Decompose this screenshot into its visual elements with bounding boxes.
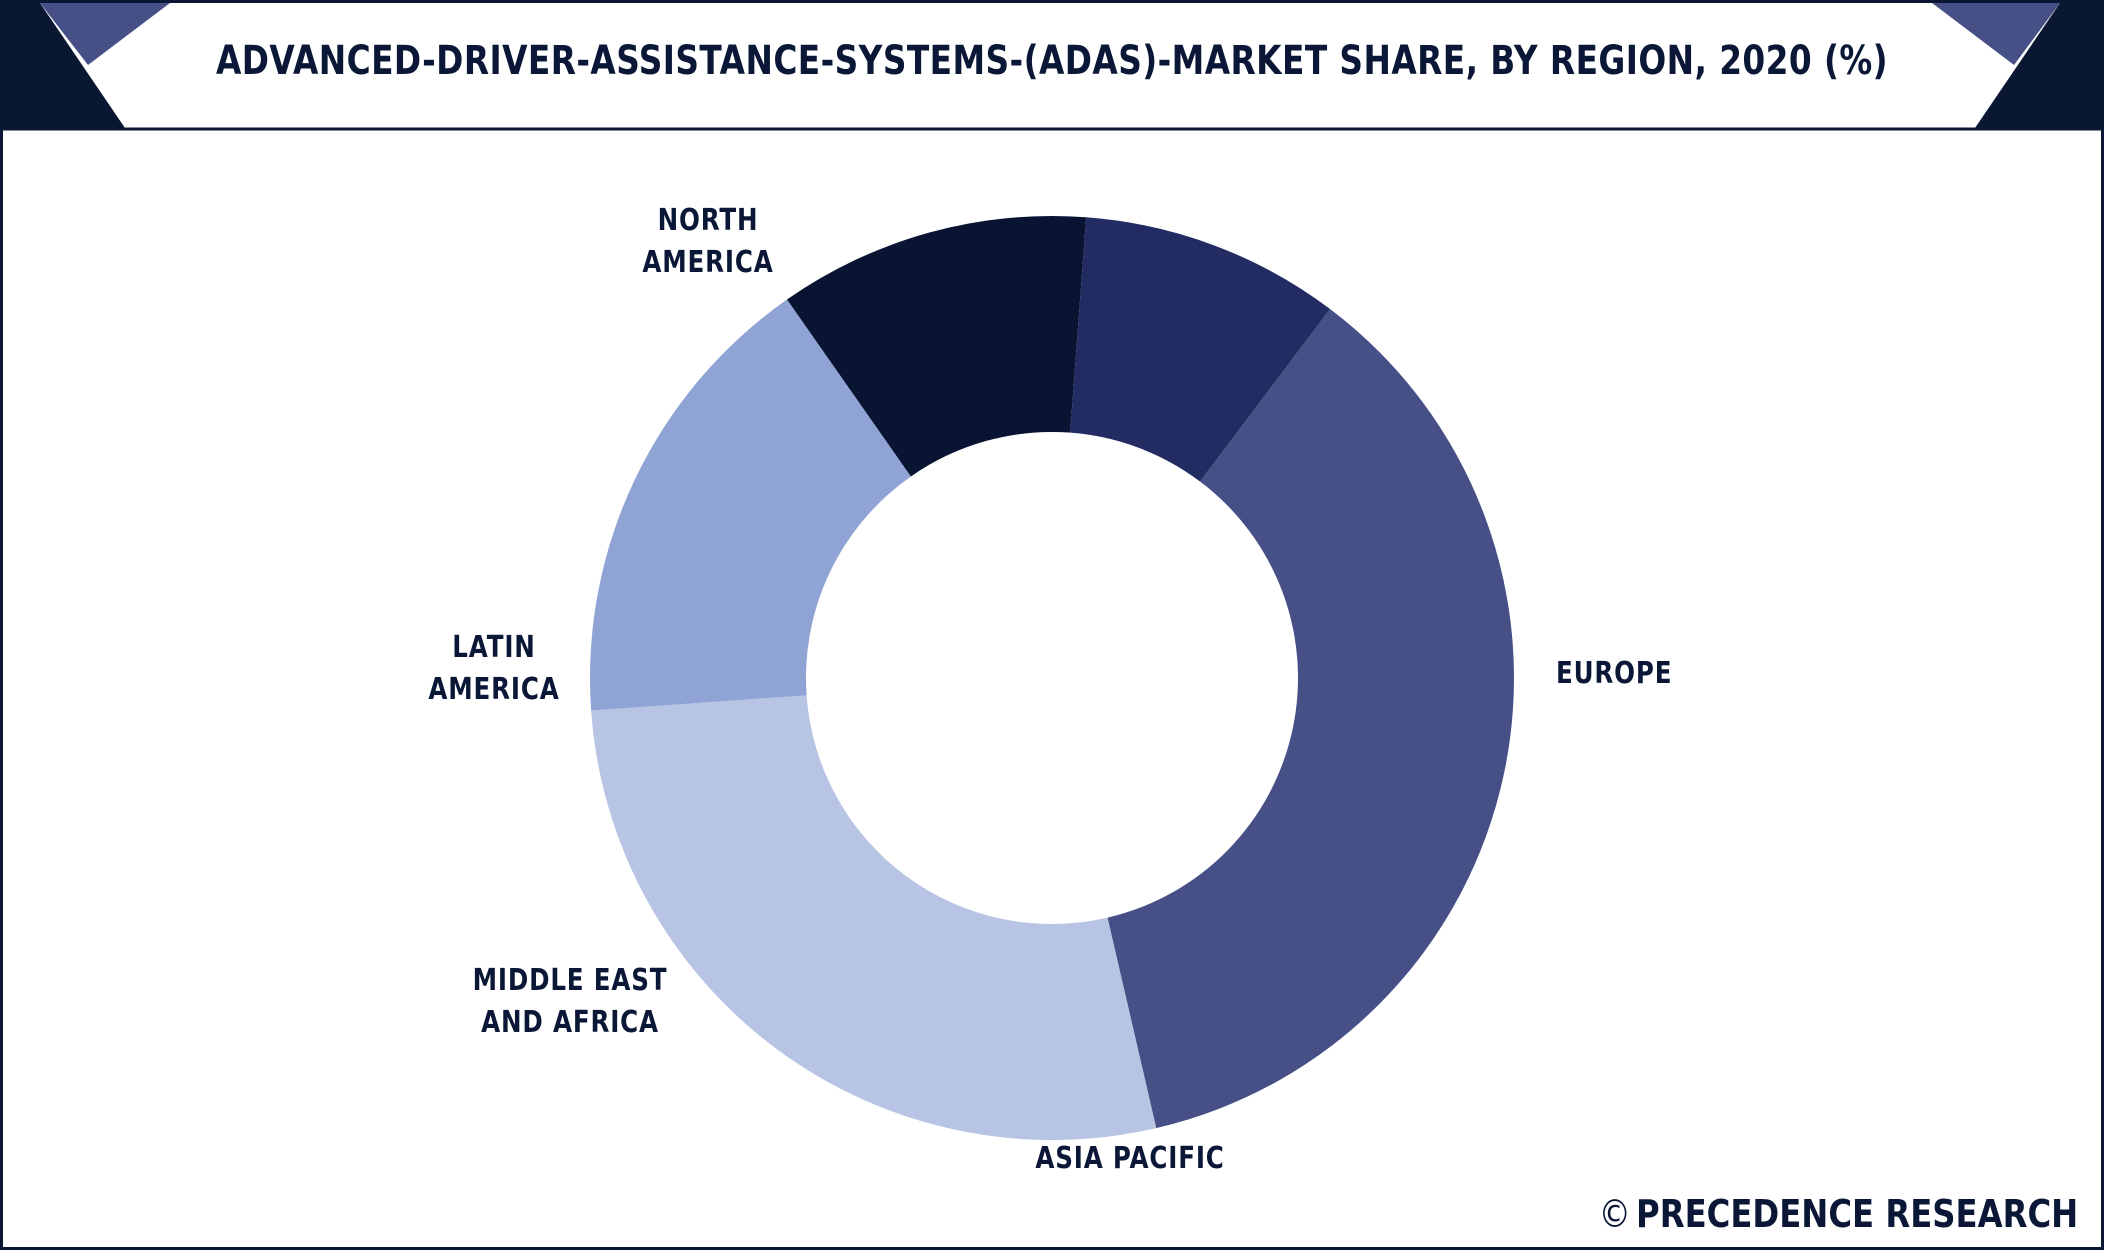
slice-asia-pacific	[590, 299, 911, 711]
banner-left-accent	[40, 3, 170, 65]
label-latin-america: LATIN AMERICA	[428, 631, 559, 707]
banner-right-accent	[1932, 3, 2060, 65]
slice-north-america	[1107, 309, 1515, 1129]
banner-left-corner	[3, 3, 125, 128]
banner-right-corner	[1975, 3, 2101, 128]
copyright-icon: ©	[1598, 1192, 1631, 1236]
donut-slices	[590, 216, 1515, 1140]
slice-latin-america	[1070, 217, 1331, 482]
label-middle-east-africa: MIDDLE EAST AND AFRICA	[473, 964, 668, 1040]
slice-middle-east-africa	[787, 216, 1087, 477]
brand-name: PRECEDENCE RESEARCH	[1635, 1192, 2078, 1236]
title-banner	[3, 3, 2101, 131]
brand-logo: © PRECEDENCE RESEARCH	[1598, 1192, 2078, 1236]
slice-europe	[591, 695, 1157, 1140]
label-north-america: NORTH AMERICA	[642, 204, 773, 280]
chart-title: ADVANCED-DRIVER-ASSISTANCE-SYSTEMS-(ADAS…	[215, 38, 1889, 84]
label-europe: EUROPE	[1556, 657, 1672, 691]
label-asia-pacific: ASIA PACIFIC	[1035, 1142, 1224, 1176]
slice-labels: NORTH AMERICA EUROPE ASIA PACIFIC MIDDLE EAS…	[428, 204, 1672, 1176]
